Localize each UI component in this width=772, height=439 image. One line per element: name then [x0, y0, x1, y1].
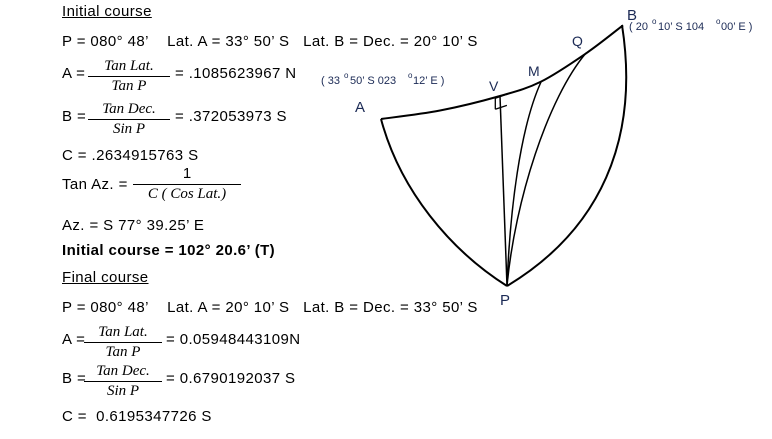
svg-text:12’ E ): 12’ E ) — [413, 75, 444, 87]
svg-text:( 20: ( 20 — [629, 21, 648, 33]
svg-text:50’ S 023: 50’ S 023 — [350, 75, 396, 87]
svg-text:( 33: ( 33 — [321, 75, 340, 87]
svg-text:o: o — [652, 17, 657, 26]
svg-text:o: o — [344, 71, 349, 80]
svg-text:A: A — [355, 99, 365, 116]
svg-text:M: M — [528, 63, 540, 79]
svg-text:P: P — [500, 292, 510, 309]
svg-text:10’ S 104: 10’ S 104 — [658, 21, 704, 33]
svg-text:Q: Q — [572, 33, 583, 49]
svg-text:V: V — [489, 78, 499, 94]
svg-text:00’ E ): 00’ E ) — [721, 21, 752, 33]
